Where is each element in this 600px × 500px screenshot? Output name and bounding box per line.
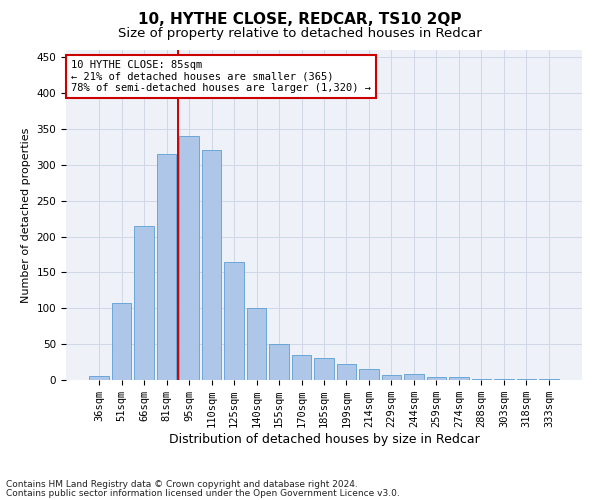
Bar: [247, 308, 266, 380]
Bar: [427, 377, 446, 380]
Bar: [179, 136, 199, 380]
Text: Contains public sector information licensed under the Open Government Licence v3: Contains public sector information licen…: [6, 488, 400, 498]
Bar: [517, 378, 536, 380]
Text: 10, HYTHE CLOSE, REDCAR, TS10 2QP: 10, HYTHE CLOSE, REDCAR, TS10 2QP: [138, 12, 462, 28]
Bar: [539, 378, 559, 380]
Bar: [89, 376, 109, 380]
Bar: [134, 226, 154, 380]
X-axis label: Distribution of detached houses by size in Redcar: Distribution of detached houses by size …: [169, 433, 479, 446]
Text: Contains HM Land Registry data © Crown copyright and database right 2024.: Contains HM Land Registry data © Crown c…: [6, 480, 358, 489]
Bar: [314, 358, 334, 380]
Y-axis label: Number of detached properties: Number of detached properties: [21, 128, 31, 302]
Bar: [337, 364, 356, 380]
Bar: [449, 377, 469, 380]
Bar: [112, 303, 131, 380]
Bar: [202, 150, 221, 380]
Bar: [472, 378, 491, 380]
Bar: [494, 378, 514, 380]
Bar: [382, 375, 401, 380]
Bar: [157, 154, 176, 380]
Bar: [224, 262, 244, 380]
Text: 10 HYTHE CLOSE: 85sqm
← 21% of detached houses are smaller (365)
78% of semi-det: 10 HYTHE CLOSE: 85sqm ← 21% of detached …: [71, 60, 371, 93]
Bar: [359, 369, 379, 380]
Bar: [404, 374, 424, 380]
Bar: [269, 344, 289, 380]
Text: Size of property relative to detached houses in Redcar: Size of property relative to detached ho…: [118, 28, 482, 40]
Bar: [292, 355, 311, 380]
